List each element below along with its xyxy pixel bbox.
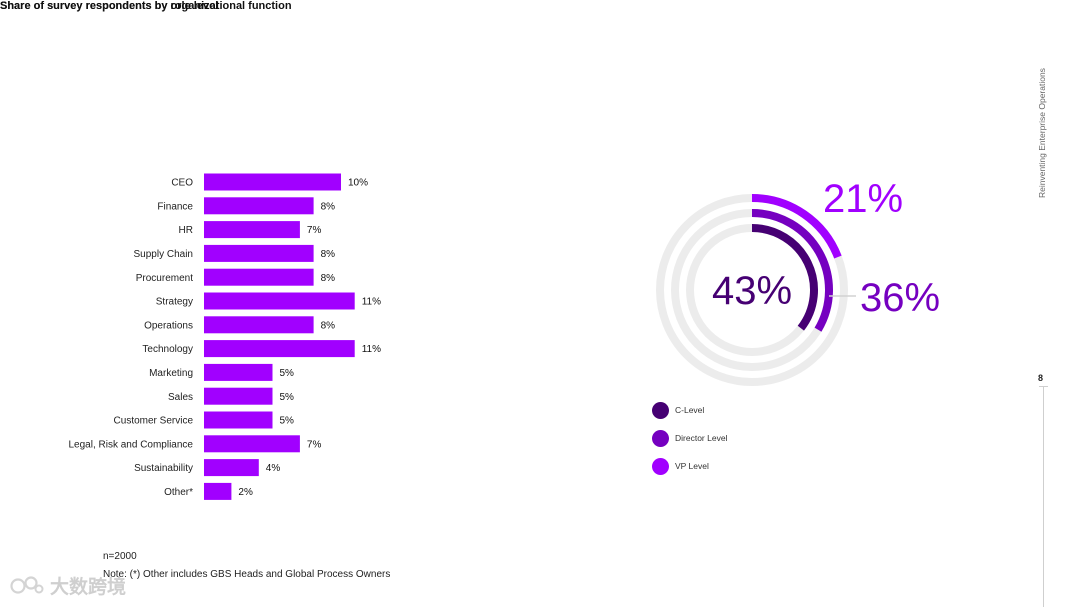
- page-number: 8: [1038, 373, 1044, 383]
- legend-item-director-level: Director Level: [652, 429, 727, 447]
- value-label-strategy: 11%: [362, 297, 381, 308]
- bar-finance: [204, 197, 314, 215]
- value-label-customer-service: 5%: [280, 416, 295, 427]
- category-label-operations: Operations: [144, 320, 193, 331]
- category-label-finance: Finance: [157, 201, 193, 212]
- bar-chart-title: Share of survey respondents by organizat…: [0, 0, 292, 12]
- category-label-legal-risk-and-compliance: Legal, Risk and Compliance: [68, 439, 193, 450]
- sample-size-note: n=2000: [103, 551, 137, 562]
- value-label-marketing: 5%: [280, 368, 295, 379]
- value-label-procurement: 8%: [321, 273, 336, 284]
- value-label-supply-chain: 8%: [321, 249, 336, 260]
- bar-technology: [204, 340, 355, 358]
- category-label-sustainability: Sustainability: [134, 463, 193, 474]
- value-label-vp-level: 21%: [823, 177, 903, 221]
- bar-sales: [204, 387, 273, 405]
- ring-arc-vp-level: [751, 194, 842, 259]
- value-label-technology: 11%: [362, 344, 381, 355]
- value-label-director-level: 36%: [860, 276, 940, 320]
- bar-other: [204, 482, 232, 500]
- donut-chart-title: Share of survey respondents by role leve…: [0, 0, 219, 12]
- category-label-sales: Sales: [168, 392, 193, 403]
- legend-swatch-c-level: [652, 401, 669, 419]
- bar-legal-risk-and-compliance: [204, 435, 300, 453]
- bar-sustainability: [204, 459, 259, 477]
- legend-swatch-director-level: [652, 429, 669, 447]
- value-label-finance: 8%: [321, 201, 336, 212]
- value-label-sustainability: 4%: [266, 463, 281, 474]
- legend-item-c-level: C-Level: [652, 401, 704, 419]
- category-label-customer-service: Customer Service: [114, 416, 194, 427]
- report-side-title: Reinventing Enterprise Operations: [1037, 68, 1047, 198]
- category-label-technology: Technology: [142, 344, 193, 355]
- ring-arc-director-level: [751, 209, 833, 332]
- legend-label-c-level: C-Level: [675, 405, 705, 415]
- page-rule: [1043, 386, 1044, 607]
- value-label-ceo: 10%: [348, 178, 368, 189]
- value-label-other: 2%: [238, 487, 253, 498]
- category-label-strategy: Strategy: [156, 297, 193, 308]
- bar-marketing: [204, 363, 273, 381]
- bar-customer-service: [204, 411, 273, 429]
- category-label-other: Other*: [164, 487, 193, 498]
- bar-supply-chain: [204, 244, 314, 262]
- bar-hr: [204, 221, 300, 239]
- value-label-operations: 8%: [321, 320, 336, 331]
- other-footnote: Note: (*) Other includes GBS Heads and G…: [103, 569, 391, 580]
- ring-arc-c-level: [751, 224, 818, 331]
- value-label-hr: 7%: [307, 225, 322, 236]
- category-label-hr: HR: [179, 225, 193, 236]
- watermark: 大数跨境: [10, 572, 126, 599]
- bar-procurement: [204, 268, 314, 286]
- legend-item-vp-level: VP Level: [652, 457, 709, 475]
- legend-swatch-vp-level: [652, 457, 669, 475]
- category-label-procurement: Procurement: [136, 273, 193, 284]
- value-label-c-level: 43%: [712, 269, 792, 313]
- bar-strategy: [204, 292, 355, 310]
- legend-label-director-level: Director Level: [675, 433, 728, 443]
- watermark-text: 大数跨境: [50, 577, 127, 598]
- value-label-legal-risk-and-compliance: 7%: [307, 439, 322, 450]
- watermark-logo-icon: [10, 575, 44, 594]
- category-label-ceo: CEO: [171, 178, 193, 189]
- legend-label-vp-level: VP Level: [675, 461, 709, 471]
- category-label-supply-chain: Supply Chain: [134, 249, 193, 260]
- category-label-marketing: Marketing: [149, 368, 193, 379]
- value-label-sales: 5%: [280, 392, 295, 403]
- bar-operations: [204, 316, 314, 334]
- bar-ceo: [204, 173, 341, 191]
